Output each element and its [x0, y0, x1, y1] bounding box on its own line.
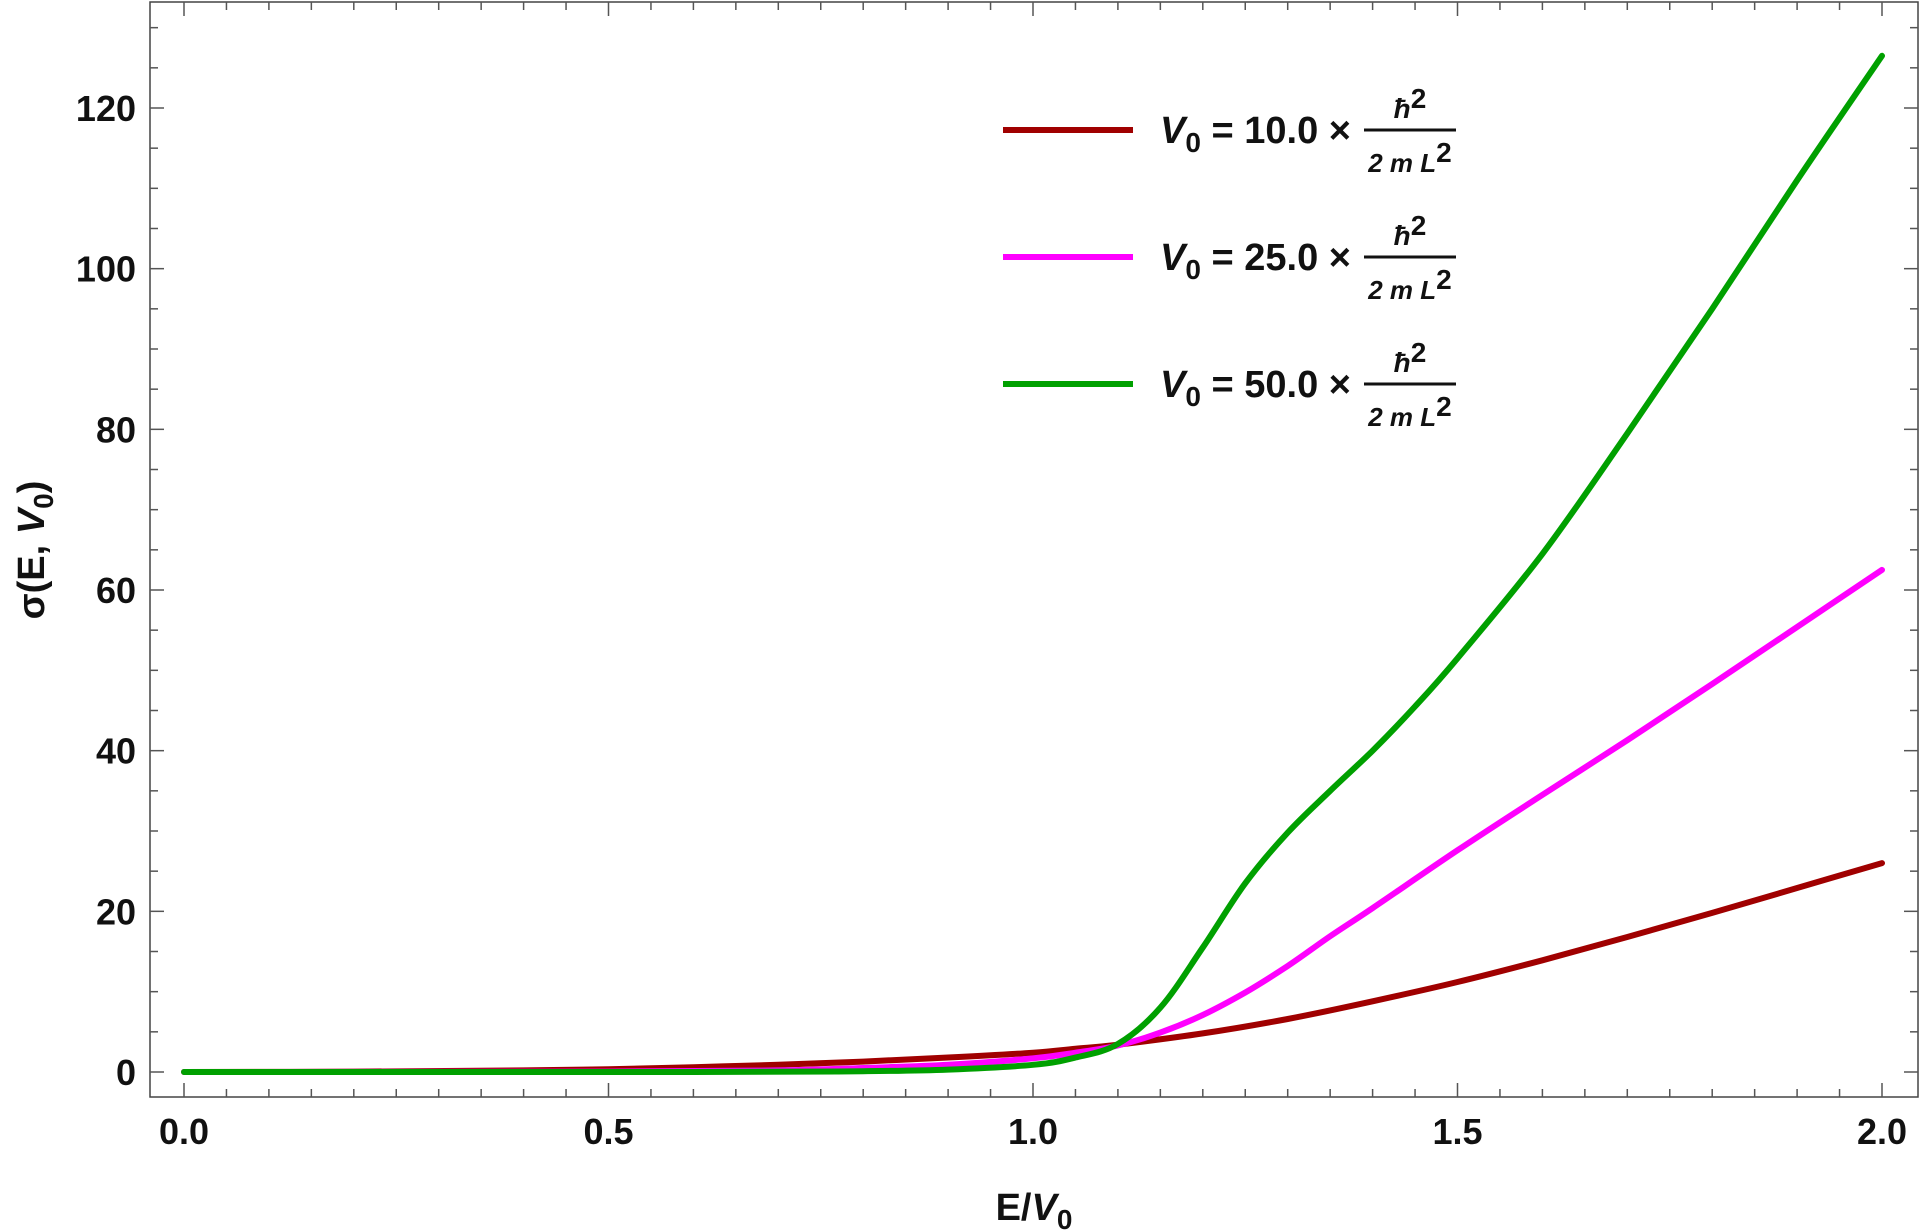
y-tick-label: 120 — [76, 88, 136, 129]
fraction-denominator: 2 m L2 — [1367, 264, 1452, 305]
y-axis-label: σ(E, V0) — [11, 481, 59, 620]
series-line-1 — [181, 860, 1885, 1075]
legend-label: V0 = 25.0 × — [1160, 237, 1351, 285]
y-tick-label: 80 — [96, 409, 136, 450]
fraction-denominator: 2 m L2 — [1367, 137, 1452, 178]
legend-label: V0 = 50.0 × — [1160, 364, 1351, 412]
tick-labels: 0.0 0.5 1.0 1.5 2.0 0 20 40 60 80 100 120 — [76, 88, 1907, 1152]
fraction-numerator: ħ2 — [1394, 210, 1427, 251]
legend-entry-3: V0 = 50.0 × ħ2 2 m L2 — [1003, 337, 1456, 432]
y-tick-label: 100 — [76, 249, 136, 290]
y-tick-label: 20 — [96, 891, 136, 932]
series-line-3 — [181, 52, 1885, 1076]
x-tick-label: 0.0 — [159, 1111, 209, 1152]
ticks — [150, 2, 1918, 1097]
legend-entry-1: V0 = 10.0 × ħ2 2 m L2 — [1003, 83, 1456, 178]
x-tick-label: 1.0 — [1008, 1111, 1058, 1152]
fraction-numerator: ħ2 — [1394, 337, 1427, 378]
x-axis-label: E/V0 — [996, 1187, 1073, 1231]
fraction-numerator: ħ2 — [1394, 83, 1427, 124]
x-tick-label: 0.5 — [583, 1111, 633, 1152]
fraction-denominator: 2 m L2 — [1367, 391, 1452, 432]
series-line-2 — [181, 566, 1885, 1075]
legend-label: V0 = 10.0 × — [1160, 110, 1351, 158]
legend-entry-2: V0 = 25.0 × ħ2 2 m L2 — [1003, 210, 1456, 305]
y-tick-label: 0 — [116, 1052, 136, 1093]
x-tick-label: 1.5 — [1432, 1111, 1482, 1152]
x-tick-label: 2.0 — [1857, 1111, 1907, 1152]
y-tick-label: 40 — [96, 731, 136, 772]
series-group — [181, 52, 1885, 1076]
y-tick-label: 60 — [96, 570, 136, 611]
